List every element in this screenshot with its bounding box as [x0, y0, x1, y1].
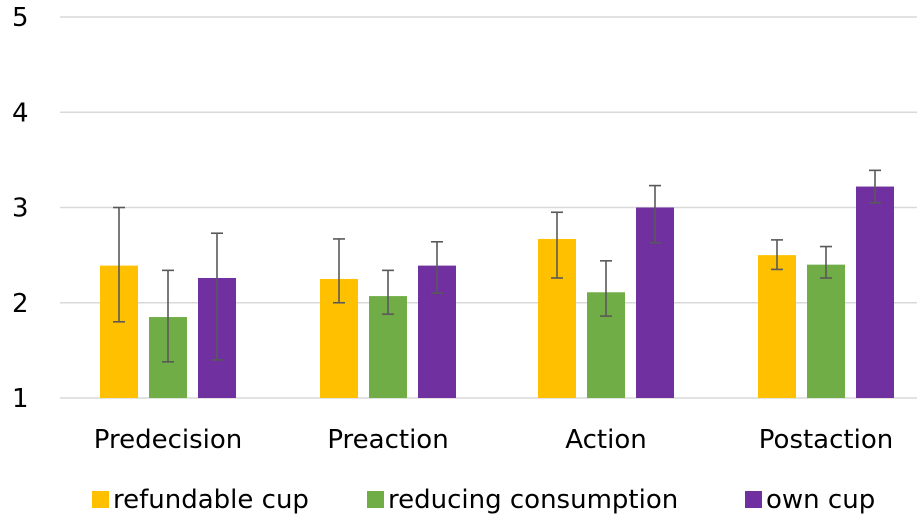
error-bar [771, 239, 783, 271]
bar-refundable-cup-postaction [758, 255, 796, 398]
y-tick-label: 4 [12, 98, 29, 128]
legend-swatch [367, 491, 384, 508]
legend-label: reducing consumption [388, 485, 678, 515]
category-label: Preaction [327, 425, 448, 455]
bar-reducing-consumption-postaction [807, 264, 845, 398]
category-label: Predecision [94, 425, 243, 455]
x-axis-categories: Predecision Preaction Action Postaction [94, 425, 893, 455]
category-label: Postaction [759, 425, 893, 455]
error-bar [333, 238, 345, 304]
bar-own-cup-postaction [856, 186, 894, 398]
legend-swatch [745, 491, 762, 508]
category-label: Action [565, 425, 646, 455]
y-tick-label: 3 [12, 194, 29, 224]
error-bar [600, 260, 612, 317]
y-tick-label: 5 [12, 3, 29, 33]
y-axis-ticks: 1 2 3 4 5 [12, 3, 29, 414]
error-bar [431, 240, 443, 295]
error-bar [820, 245, 832, 279]
legend-label: own cup [766, 485, 875, 515]
legend: refundable cup reducing consumption own cu… [92, 485, 875, 515]
error-bar [551, 211, 563, 279]
error-bar [211, 232, 223, 361]
legend-item: reducing consumption [367, 485, 678, 515]
legend-item: refundable cup [92, 485, 309, 515]
error-bar [162, 269, 174, 363]
legend-item: own cup [745, 485, 875, 515]
error-bar [869, 169, 881, 204]
error-bar [113, 206, 125, 323]
bars [100, 186, 894, 398]
error-bar [649, 184, 661, 244]
error-bars [113, 169, 881, 363]
y-tick-label: 1 [12, 384, 29, 414]
legend-swatch [92, 491, 109, 508]
error-bar [382, 269, 394, 315]
legend-label: refundable cup [113, 485, 309, 515]
y-tick-label: 2 [12, 289, 29, 319]
